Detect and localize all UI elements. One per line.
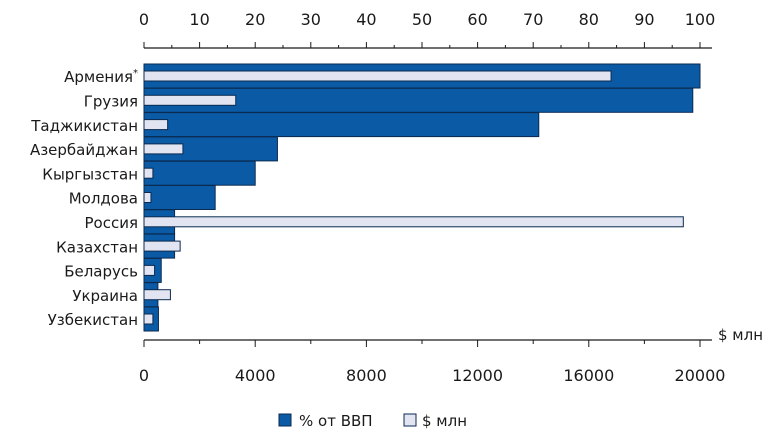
category-label: Таджикистан	[30, 117, 138, 135]
bar-gdp	[143, 185, 216, 210]
bar-usd	[143, 119, 169, 131]
bar-usd	[143, 264, 156, 276]
top-axis-tick-label: 20	[245, 10, 265, 29]
top-axis-tick-label: 70	[523, 10, 543, 29]
bar-usd	[143, 94, 237, 106]
bar-gdp	[143, 160, 256, 186]
top-axis: 0 10 20 30 40 50 60 70 80 90 100	[139, 10, 716, 49]
bar-usd	[143, 240, 181, 252]
category-label: Казахстан	[56, 238, 138, 256]
bar-usd	[143, 167, 154, 179]
bar-usd	[143, 216, 684, 228]
bar-usd	[143, 192, 152, 203]
category-label: Украина	[72, 287, 138, 305]
bottom-axis-tick-label: 0	[139, 366, 149, 385]
category-label: Кыргызстан	[42, 165, 138, 183]
top-axis-tick-label: 90	[634, 10, 654, 29]
category-label: Молдова	[69, 190, 138, 208]
top-axis-tick-label: 80	[579, 10, 599, 29]
top-axis-tick-label: 50	[412, 10, 432, 29]
category-label: Узбекистан	[48, 311, 138, 329]
category-label: Россия	[85, 214, 139, 232]
category-label: Грузия	[84, 92, 138, 110]
bottom-axis-tick-label: 12000	[452, 366, 503, 385]
top-axis-tick-label: 30	[301, 10, 321, 29]
top-axis-tick-label: 0	[139, 10, 149, 29]
top-axis-tick-label: 40	[356, 10, 376, 29]
bar-usd	[143, 313, 154, 325]
category-label: Армения*	[64, 68, 138, 86]
bar-gdp	[143, 112, 540, 138]
bottom-axis-tick-label: 4000	[235, 366, 276, 385]
category-label: Азербайджан	[30, 141, 138, 159]
legend: % от ВВП $ млн	[278, 412, 467, 429]
bottom-axis-unit-label: $ млн	[718, 326, 763, 344]
legend-label-gdp: % от ВВП	[299, 412, 373, 429]
bar-usd	[143, 143, 184, 155]
legend-label-usd: $ млн	[422, 412, 467, 429]
bars	[143, 63, 701, 332]
bar-usd	[143, 70, 612, 82]
bar-usd	[143, 289, 171, 301]
top-axis-tick-label: 100	[685, 10, 716, 29]
legend-swatch-gdp	[278, 413, 292, 427]
bottom-axis-tick-label: 20000	[675, 366, 726, 385]
bottom-axis: 0 4000 8000 12000 16000 20000	[139, 339, 726, 385]
top-axis-tick-label: 60	[467, 10, 487, 29]
category-labels: Армения* Грузия Таджикистан Азербайджан Кырг…	[30, 68, 138, 329]
legend-swatch-usd	[403, 413, 417, 427]
bottom-axis-tick-label: 16000	[563, 366, 614, 385]
top-axis-tick-label: 10	[189, 10, 209, 29]
category-label: Беларусь	[64, 263, 138, 281]
bottom-axis-tick-label: 8000	[346, 366, 387, 385]
